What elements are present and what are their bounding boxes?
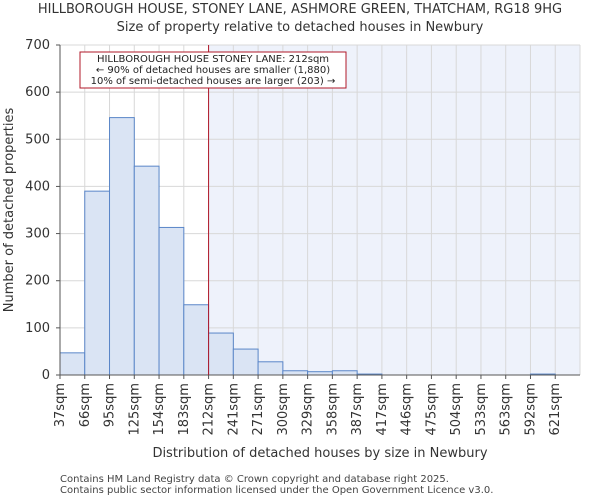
x-tick-label: 95sqm (103, 383, 118, 427)
x-tick-label: 271sqm (251, 383, 266, 436)
histogram-bar (158, 226, 185, 376)
x-tick-label: 212sqm (202, 383, 217, 436)
histogram-bar (331, 370, 358, 376)
annotation-box (79, 51, 347, 89)
x-tick-label: 329sqm (301, 383, 316, 436)
x-tick-label: 125sqm (127, 383, 142, 436)
footer-licence: Contains public sector information licen… (60, 485, 494, 496)
x-tick-label: 37sqm (53, 383, 68, 427)
histogram-bar (282, 370, 309, 376)
y-tick-label: 700 (25, 38, 50, 53)
histogram-bar (133, 165, 160, 376)
annotation-line-3: 10% of semi-detached houses are larger (… (91, 76, 336, 87)
y-tick-label: 300 (25, 227, 50, 242)
histogram-bar (257, 361, 284, 376)
histogram-bar (232, 348, 259, 376)
x-tick-label: 592sqm (523, 383, 538, 436)
annotation-line-1: HILLBOROUGH HOUSE STONEY LANE: 212sqm (97, 54, 329, 65)
y-tick-label: 500 (25, 132, 50, 147)
y-tick-label: 400 (25, 179, 50, 194)
x-tick-label: 446sqm (400, 383, 415, 436)
x-tick-label: 154sqm (152, 383, 167, 436)
y-tick-label: 200 (25, 274, 50, 289)
x-tick-label: 475sqm (424, 383, 439, 436)
chart-title-line2: Size of property relative to detached ho… (116, 20, 484, 35)
x-tick-label: 241sqm (226, 383, 241, 436)
y-tick-label: 0 (42, 368, 50, 383)
y-axis-title: Number of detached properties (2, 108, 17, 313)
histogram-chart: 0 100 200 300 400 500 600 700 37sqm 66sqm 95sqm 125… (2, 38, 581, 461)
x-axis-title: Distribution of detached houses by size … (152, 446, 487, 461)
histogram-bar (183, 304, 210, 376)
histogram-bar (208, 332, 234, 376)
y-tick-label: 600 (25, 85, 50, 100)
x-tick-label: 417sqm (375, 383, 390, 436)
histogram-bar (84, 190, 111, 376)
x-tick-label: 533sqm (474, 383, 489, 436)
x-tick-label: 300sqm (276, 383, 291, 436)
histogram-bar (109, 117, 135, 376)
y-tick-label: 100 (25, 321, 50, 336)
footer-copyright: Contains HM Land Registry data © Crown c… (60, 474, 449, 485)
x-tick-label: 358sqm (325, 383, 340, 436)
x-tick-label: 504sqm (449, 383, 464, 436)
x-tick-label: 183sqm (177, 383, 192, 436)
histogram-bar (59, 352, 86, 376)
x-tick-label: 621sqm (548, 383, 563, 436)
chart-title-line1: HILLBOROUGH HOUSE, STONEY LANE, ASHMORE … (37, 2, 563, 17)
x-tick-label: 387sqm (350, 383, 365, 436)
x-tick-label: 66sqm (78, 383, 93, 427)
x-tick-label: 563sqm (499, 383, 514, 436)
highlight-region (208, 45, 581, 375)
annotation-line-2: ← 90% of detached houses are smaller (1,… (96, 65, 330, 76)
